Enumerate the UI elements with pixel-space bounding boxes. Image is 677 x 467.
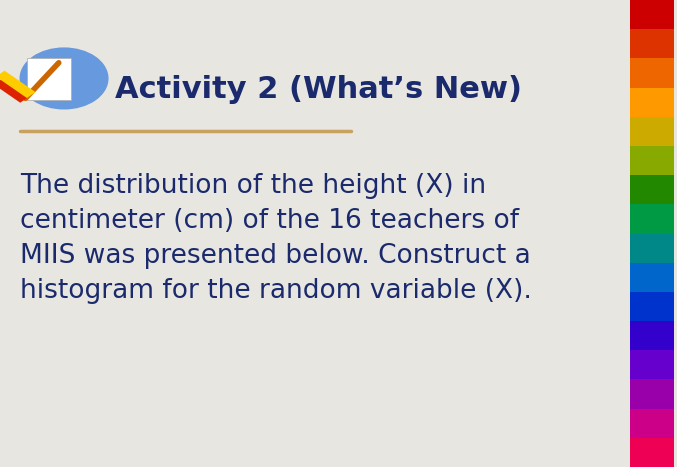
Bar [630,292,674,321]
Bar [630,234,674,262]
Bar [630,175,674,205]
Bar [0,76,32,103]
Bar [27,58,71,100]
Bar [630,29,674,58]
Bar [630,409,674,438]
Bar [0,71,35,98]
Text: Activity 2 (What’s New): Activity 2 (What’s New) [114,75,521,104]
Bar [630,117,674,146]
Bar [630,88,674,117]
Text: The distribution of the height (X) in
centimeter (cm) of the 16 teachers of
MIIS: The distribution of the height (X) in ce… [20,173,532,304]
Bar [630,350,674,379]
Bar [630,0,674,29]
Bar [630,379,674,409]
Bar [630,205,674,234]
Bar [630,58,674,88]
Bar [630,262,674,292]
Bar [630,146,674,175]
Circle shape [20,48,108,109]
Bar [630,321,674,350]
Bar [630,438,674,467]
